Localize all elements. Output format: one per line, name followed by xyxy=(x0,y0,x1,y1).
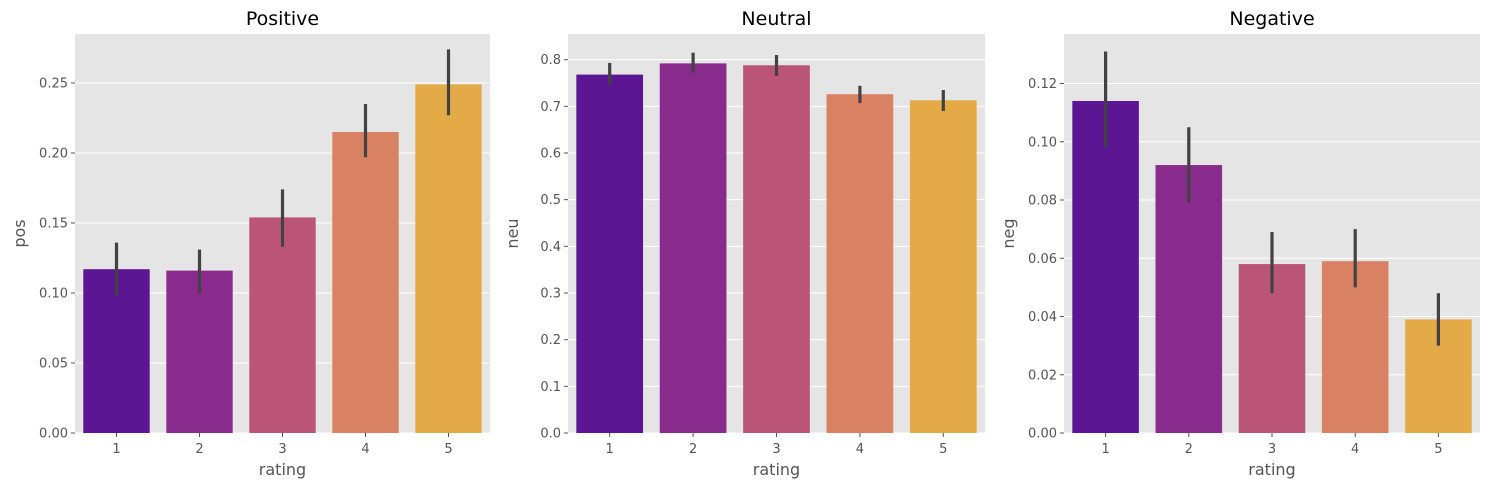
x-tick-label: 2 xyxy=(689,442,697,457)
bar-rating-5 xyxy=(415,84,482,434)
bar-rating-4 xyxy=(826,94,894,433)
y-tick-label: 0.0 xyxy=(540,427,561,442)
x-tick-label: 5 xyxy=(939,442,947,457)
y-tick-label: 0.20 xyxy=(39,147,68,162)
y-tick-label: 0.15 xyxy=(39,217,68,232)
x-tick-label: 3 xyxy=(772,442,780,457)
y-tick-label: 0.04 xyxy=(1028,310,1057,325)
chart-panel-3: 0.00 0.02 0.04 0.06 0.08 0.10 0.12 1 2 3 4 5 Negativ… xyxy=(999,8,1480,479)
y-tick-label: 0.3 xyxy=(540,287,561,302)
y-tick-label: 0.5 xyxy=(540,193,561,208)
x-tick-label: 4 xyxy=(856,442,864,457)
bar-rating-2 xyxy=(659,63,727,434)
y-tick-label: 0.4 xyxy=(540,240,561,255)
x-tick-label: 5 xyxy=(444,442,452,457)
bar-rating-5 xyxy=(909,100,977,434)
bar-rating-2 xyxy=(166,270,233,433)
x-tick-label: 4 xyxy=(1351,442,1359,457)
y-tick-label: 0.00 xyxy=(1028,427,1057,442)
y-tick-label: 0.6 xyxy=(540,147,561,162)
panel-title: Negative xyxy=(1229,8,1314,30)
x-axis-label: rating xyxy=(753,460,800,479)
y-tick-label: 0.06 xyxy=(1028,252,1057,267)
y-axis-label: pos xyxy=(10,219,29,247)
x-tick-label: 1 xyxy=(1101,442,1109,457)
x-axis-label: rating xyxy=(1248,460,1295,479)
chart-panel-2: 0.0 0.1 0.2 0.3 0.4 0.5 0.6 0.7 0.8 1 2 3 4 5 Neutral r… xyxy=(503,8,985,479)
y-tick-label: 0.10 xyxy=(1028,135,1057,150)
bar-rating-2 xyxy=(1155,165,1223,433)
panel-title: Neutral xyxy=(741,8,811,30)
y-tick-label: 0.12 xyxy=(1028,77,1057,92)
bar-rating-3 xyxy=(743,65,810,434)
y-tick-label: 0.05 xyxy=(39,357,68,372)
y-tick-label: 0.2 xyxy=(540,333,561,348)
y-axis-label: neu xyxy=(503,218,522,248)
x-axis-label: rating xyxy=(259,460,306,479)
y-axis-label: neg xyxy=(999,218,1018,248)
x-tick-label: 3 xyxy=(1268,442,1276,457)
y-tick-label: 0.8 xyxy=(540,53,561,68)
x-tick-label: 1 xyxy=(606,442,614,457)
bar-rating-1 xyxy=(576,74,644,433)
panel-title: Positive xyxy=(246,8,319,30)
x-tick-label: 4 xyxy=(361,442,369,457)
bar-rating-1 xyxy=(83,269,150,433)
x-tick-label: 1 xyxy=(112,442,120,457)
y-tick-label: 0.10 xyxy=(39,287,68,302)
x-tick-label: 2 xyxy=(195,442,203,457)
y-tick-label: 0.7 xyxy=(540,100,561,115)
y-tick-label: 0.1 xyxy=(540,380,561,395)
bar-rating-1 xyxy=(1072,100,1139,433)
y-tick-label: 0.02 xyxy=(1028,368,1057,383)
y-tick-label: 0.00 xyxy=(39,427,68,442)
bar-rating-4 xyxy=(1321,261,1389,433)
y-tick-label: 0.25 xyxy=(39,77,68,92)
y-tick-label: 0.08 xyxy=(1028,194,1057,209)
chart-panel-1: 0.00 0.05 0.10 0.15 0.20 0.25 1 2 3 4 5 Positive rat… xyxy=(10,8,490,479)
bar-rating-3 xyxy=(249,217,316,433)
x-tick-label: 2 xyxy=(1185,442,1193,457)
x-tick-label: 3 xyxy=(278,442,286,457)
bar-rating-4 xyxy=(332,132,399,433)
x-tick-label: 5 xyxy=(1434,442,1442,457)
